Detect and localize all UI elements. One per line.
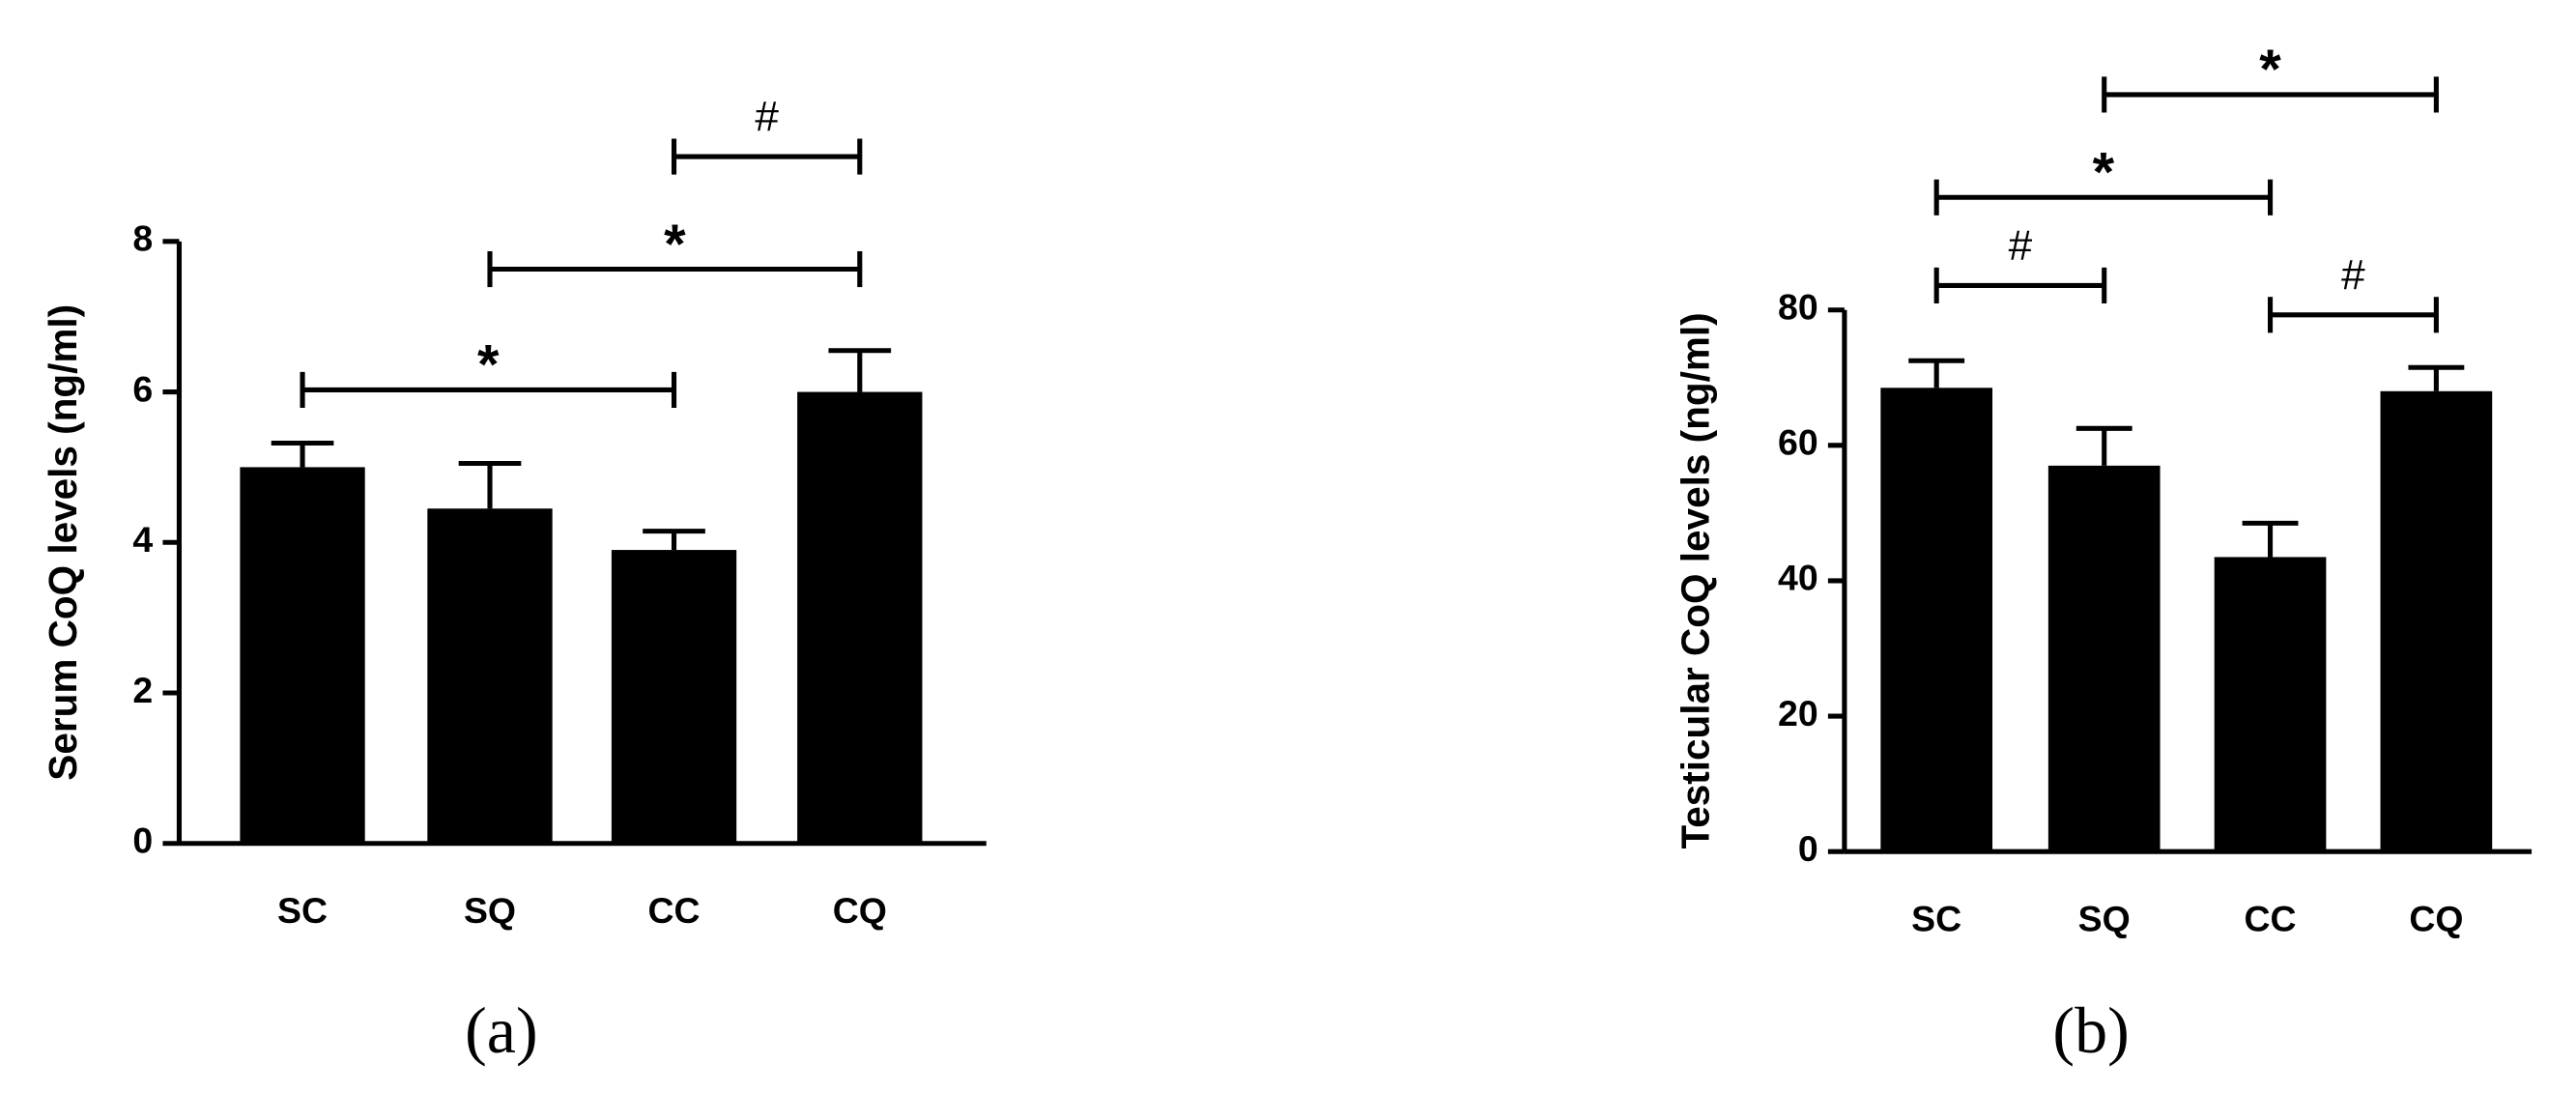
- y-tick-label: 8: [132, 218, 153, 259]
- bar: [427, 508, 553, 844]
- bar: [2214, 557, 2327, 852]
- y-tick-label: 20: [1778, 693, 1818, 733]
- y-tick-label: 6: [132, 368, 153, 409]
- y-tick-label: 80: [1778, 287, 1818, 328]
- y-tick-label: 4: [132, 519, 153, 560]
- y-axis-title: Testicular CoQ levels (ng/ml): [1673, 312, 1717, 849]
- significance-label: *: [477, 334, 500, 396]
- x-tick-label: SQ: [2078, 899, 2131, 939]
- y-axis-title: Serum CoQ levels (ng/ml): [41, 304, 85, 781]
- bar: [797, 391, 923, 844]
- y-tick-label: 60: [1778, 422, 1818, 463]
- significance-label: #: [2341, 251, 2365, 299]
- y-tick-label: 2: [132, 670, 153, 710]
- x-tick-label: CC: [648, 890, 701, 931]
- significance-label: *: [2093, 142, 2115, 204]
- y-tick-label: 0: [132, 820, 153, 861]
- y-tick-label: 0: [1798, 828, 1818, 869]
- x-tick-label: CC: [2245, 899, 2297, 939]
- bar: [2380, 390, 2493, 852]
- x-tick-label: SC: [277, 890, 328, 931]
- caption: (a): [465, 994, 538, 1067]
- significance-label: *: [664, 214, 686, 275]
- x-tick-label: SQ: [464, 890, 516, 931]
- bar: [1880, 388, 1993, 852]
- significance-label: #: [2009, 222, 2033, 270]
- x-tick-label: SC: [1911, 899, 1961, 939]
- bar: [240, 467, 365, 844]
- bar: [2047, 465, 2161, 852]
- bar: [611, 550, 737, 844]
- y-tick-label: 40: [1778, 558, 1818, 598]
- caption: (b): [2052, 994, 2129, 1067]
- significance-label: #: [755, 93, 779, 140]
- x-tick-label: CQ: [833, 890, 887, 931]
- x-tick-label: CQ: [2409, 899, 2463, 939]
- significance-label: *: [2259, 39, 2281, 101]
